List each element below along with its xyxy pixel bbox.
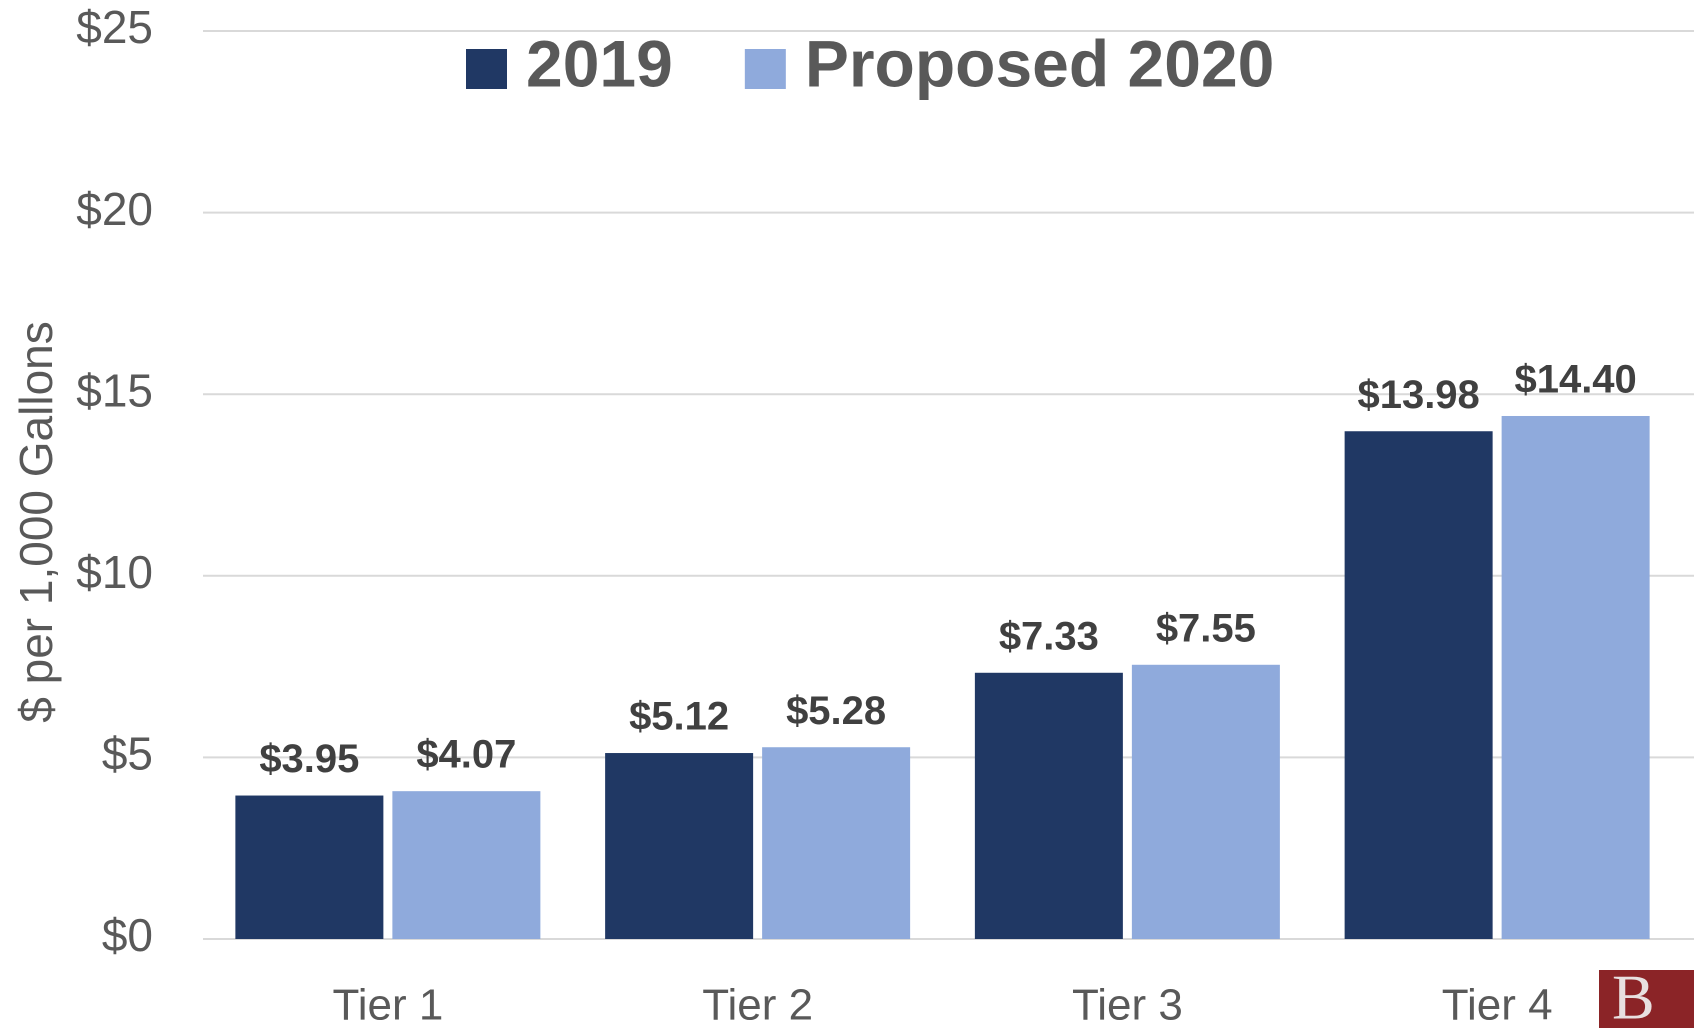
value-label: $5.12 xyxy=(629,695,729,739)
value-label: $5.28 xyxy=(786,689,886,733)
legend-label: 2019 xyxy=(526,26,673,100)
bar xyxy=(1131,664,1280,939)
legend-swatch xyxy=(466,49,507,89)
y-tick-label: $5 xyxy=(102,728,153,780)
value-label: $4.07 xyxy=(416,733,516,777)
legend-swatch xyxy=(744,49,786,89)
bar xyxy=(762,747,911,939)
value-label: $3.95 xyxy=(259,737,359,781)
x-tick-label: Tier 3 xyxy=(1072,981,1183,1028)
y-tick-label: $0 xyxy=(102,909,153,961)
bar xyxy=(235,795,384,939)
y-tick-label: $20 xyxy=(76,183,153,235)
bar xyxy=(974,672,1123,939)
y-tick-label: $25 xyxy=(76,1,153,53)
logo-text: B xyxy=(1612,962,1655,1028)
logo-box xyxy=(1599,970,1694,1028)
bar xyxy=(605,753,754,939)
value-label: $14.40 xyxy=(1514,358,1636,402)
x-tick-label: Tier 2 xyxy=(702,981,813,1028)
value-label: $7.33 xyxy=(999,614,1099,658)
legend-label: Proposed 2020 xyxy=(805,26,1275,100)
bar xyxy=(1501,415,1650,939)
x-tick-label: Tier 1 xyxy=(332,981,443,1028)
y-tick-label: $15 xyxy=(76,364,153,416)
y-tick-label: $10 xyxy=(76,546,153,598)
y-axis-label: $ per 1,000 Gallons xyxy=(10,321,62,723)
bar xyxy=(1344,431,1493,939)
x-tick-label: Tier 4 xyxy=(1442,981,1553,1028)
value-label: $13.98 xyxy=(1357,373,1479,417)
bar xyxy=(392,791,541,939)
value-label: $7.55 xyxy=(1156,606,1256,650)
